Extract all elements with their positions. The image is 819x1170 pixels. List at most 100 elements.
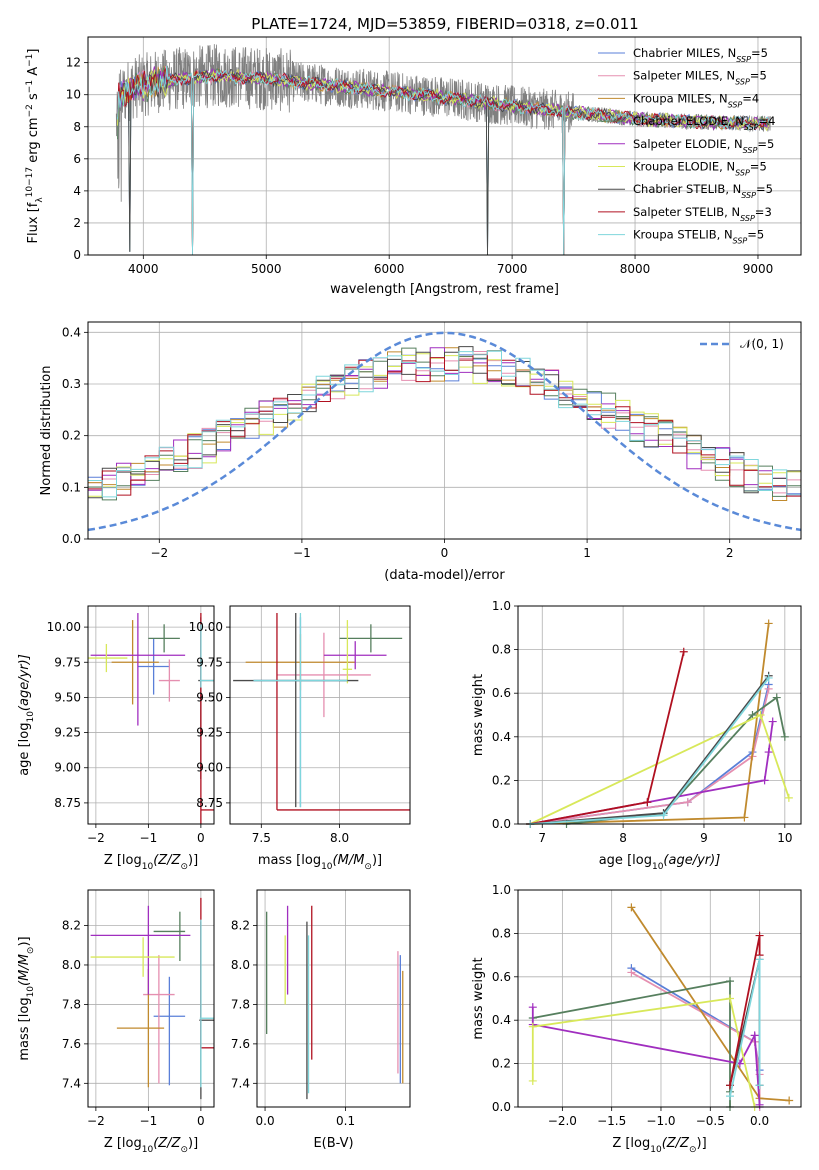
y-tick-label: 10 [66, 88, 81, 102]
age-vs-z-ylabel: age [log10(age/yr)] [17, 654, 36, 776]
y-tick-label: 8.75 [54, 796, 81, 810]
mass-vs-ebv-xlabel: E(B-V) [313, 1136, 353, 1151]
mass-weight-marker [784, 793, 793, 802]
data-point [148, 624, 180, 653]
mass-weight-marker [528, 1022, 537, 1031]
mass-vs-z-ylabel-part: (M/M [17, 954, 32, 986]
legend-sep: , [712, 91, 719, 105]
model-spectrum-line [117, 65, 770, 255]
y-tick-label: 0.2 [492, 1057, 511, 1071]
age-vs-mass-xlabel-part: 10 [321, 862, 333, 872]
mass-weight-vs-z-xlabel: Z [log10(Z/Z⊙)] [612, 1136, 706, 1155]
legend-sep: , [719, 69, 726, 83]
data-point [199, 624, 214, 688]
spectrum-xlabel: wavelength [Angstrom, rest frame] [330, 282, 559, 297]
x-tick-label: −1.0 [646, 1114, 675, 1128]
mass-weight-marker [764, 684, 773, 693]
legend-eq: = [755, 205, 765, 219]
legend-sep: , [727, 137, 734, 151]
y-tick-label: 1.0 [492, 599, 511, 613]
spectrum-ylabel-part: −1 [25, 54, 35, 67]
data-point [90, 937, 175, 977]
x-tick-label: 0 [197, 1114, 205, 1128]
legend-entry: Salpeter STELIB, NSSP=3 [633, 205, 772, 223]
data-point [137, 638, 170, 695]
legend-nssp: 4 [768, 114, 775, 128]
y-tick-label: 0.0 [492, 817, 511, 831]
gaussian-legend-label: 𝒩(0, 1) [740, 337, 784, 351]
mass-weight-vs-z-xlabel-part: Z [log [612, 1136, 650, 1151]
legend-model-name: Chabrier MILES [633, 46, 720, 60]
mass-weight-vs-z-xlabel-part: ⊙ [689, 1145, 697, 1155]
y-tick-label: 9.00 [54, 761, 81, 775]
y-tick-label: 7.4 [62, 1076, 81, 1090]
y-tick-label: 8 [73, 120, 81, 134]
mass-weight-marker [755, 955, 764, 964]
x-tick-label: −1 [140, 831, 158, 845]
spectrum-ylabel-part: 10 [25, 186, 35, 198]
legend-nssp: 5 [761, 46, 768, 60]
spectrum-ylabel: Flux [fλ10−17 erg cm−2 s−1 A−1] [25, 49, 45, 244]
legend-sep: , [720, 46, 727, 60]
y-tick-label: 9.75 [54, 655, 81, 669]
data-point [158, 659, 180, 702]
legend-nssp: 5 [759, 160, 766, 174]
axes-frame [87, 36, 802, 256]
data-point [339, 624, 403, 653]
mass-vs-z-xlabel-part: )] [188, 1136, 198, 1151]
legend-ssp: SSP [743, 145, 758, 154]
y-tick-label: 0.1 [62, 480, 81, 494]
data-point [200, 897, 214, 1049]
legend-ssp: SSP [728, 100, 743, 109]
mass-weight-marker [760, 776, 769, 785]
mass-weight-vs-z-xlabel-part: (Z/Z [662, 1136, 690, 1151]
y-tick-label: 9.25 [54, 726, 81, 740]
age-vs-mass-xlabel-part: )] [372, 853, 382, 868]
mass-weight-marker [756, 711, 765, 719]
legend-ssp: SSP [740, 213, 755, 222]
mass-weight-vs-age-xlabel: age [log10(age/yr)] [599, 853, 721, 872]
mass-weight-marker [768, 717, 777, 726]
legend-model-name: Salpeter MILES [633, 69, 719, 83]
legend-ssp: SSP [736, 55, 751, 64]
legend-eq: = [742, 91, 752, 105]
legend-nssp: 5 [767, 137, 774, 151]
mass-weight-marker [772, 693, 781, 702]
mass-weight-marker [679, 647, 688, 656]
x-tick-label: 0 [441, 546, 449, 560]
legend-ssp: SSP [735, 168, 750, 177]
y-tick-label: 2 [73, 216, 81, 230]
mass-weight-vs-age-xlabel-part: (age/yr)] [663, 853, 720, 868]
mass-weight-marker [659, 811, 668, 820]
x-tick-label: 8000 [620, 262, 651, 276]
mass-weight-marker [748, 711, 757, 719]
x-tick-label: 8.0 [330, 831, 349, 845]
x-tick-label: 9 [700, 831, 708, 845]
x-tick-label: −1 [140, 1114, 158, 1128]
age-vs-z-xlabel-part: (Z/Z [153, 853, 181, 868]
mass-weight-series-line [529, 688, 770, 825]
y-tick-label: 8.2 [231, 919, 250, 933]
legend-ssp: SSP [735, 77, 750, 86]
legend-nssp: 4 [752, 91, 759, 105]
axes-frame [87, 321, 802, 540]
legend-n: N [726, 160, 735, 174]
mass-weight-series-line [529, 684, 770, 825]
mass-weight-marker [528, 1076, 537, 1085]
gaussian-curve [88, 331, 801, 532]
x-tick-label: 0.1 [336, 1114, 355, 1128]
age-vs-z-axes: −2 −1 0 8.75 9.00 9.25 9.50 9.75 10.00 [47, 605, 215, 845]
legend-n: N [719, 91, 728, 105]
legend-n: N [735, 114, 744, 128]
x-tick-label: −2 [150, 546, 168, 560]
mass-weight-marker [755, 931, 764, 940]
y-tick-label: 9.00 [196, 761, 223, 775]
mass-vs-ebv-axes: 0.0 0.1 7.4 7.6 7.8 8.0 8.2 E(B-V) [231, 889, 411, 1151]
y-tick-label: 12 [66, 56, 81, 70]
data-point [342, 620, 353, 684]
legend-n: N [728, 46, 737, 60]
mass-weight-marker [755, 1100, 764, 1109]
figure-title: PLATE=1724, MJD=53859, FIBERID=0318, z=0… [251, 15, 638, 33]
x-tick-label: 0.0 [750, 1114, 769, 1128]
